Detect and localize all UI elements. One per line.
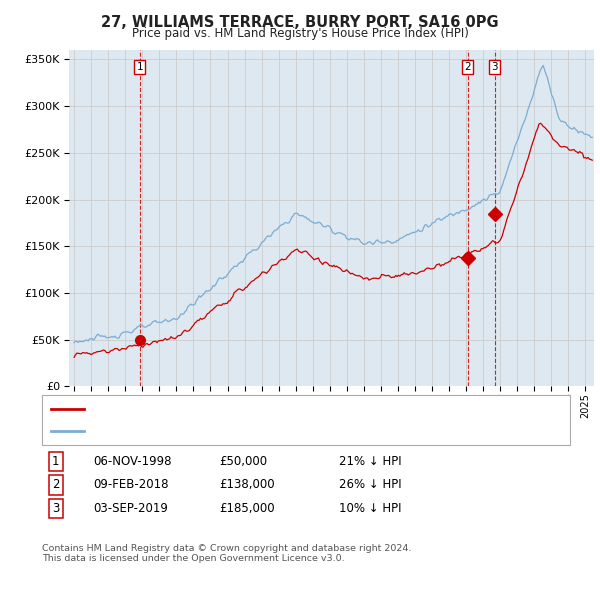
Text: 3: 3 [491, 62, 498, 72]
Text: 3: 3 [52, 502, 59, 515]
Text: 03-SEP-2019: 03-SEP-2019 [93, 502, 168, 515]
Text: 06-NOV-1998: 06-NOV-1998 [93, 455, 172, 468]
Text: 2: 2 [464, 62, 471, 72]
Text: 09-FEB-2018: 09-FEB-2018 [93, 478, 169, 491]
Text: Contains HM Land Registry data © Crown copyright and database right 2024.
This d: Contains HM Land Registry data © Crown c… [42, 544, 412, 563]
Text: 27, WILLIAMS TERRACE, BURRY PORT, SA16 0PG: 27, WILLIAMS TERRACE, BURRY PORT, SA16 0… [101, 15, 499, 30]
Text: 1: 1 [136, 62, 143, 72]
Text: £50,000: £50,000 [219, 455, 267, 468]
Text: £138,000: £138,000 [219, 478, 275, 491]
Text: 2: 2 [52, 478, 59, 491]
Text: 21% ↓ HPI: 21% ↓ HPI [339, 455, 401, 468]
Text: £185,000: £185,000 [219, 502, 275, 515]
Text: 27, WILLIAMS TERRACE, BURRY PORT, SA16 0PG (detached house): 27, WILLIAMS TERRACE, BURRY PORT, SA16 0… [93, 404, 457, 414]
Text: 10% ↓ HPI: 10% ↓ HPI [339, 502, 401, 515]
Text: HPI: Average price, detached house, Carmarthenshire: HPI: Average price, detached house, Carm… [93, 427, 387, 437]
Text: Price paid vs. HM Land Registry's House Price Index (HPI): Price paid vs. HM Land Registry's House … [131, 27, 469, 40]
Text: 1: 1 [52, 455, 59, 468]
Text: 26% ↓ HPI: 26% ↓ HPI [339, 478, 401, 491]
